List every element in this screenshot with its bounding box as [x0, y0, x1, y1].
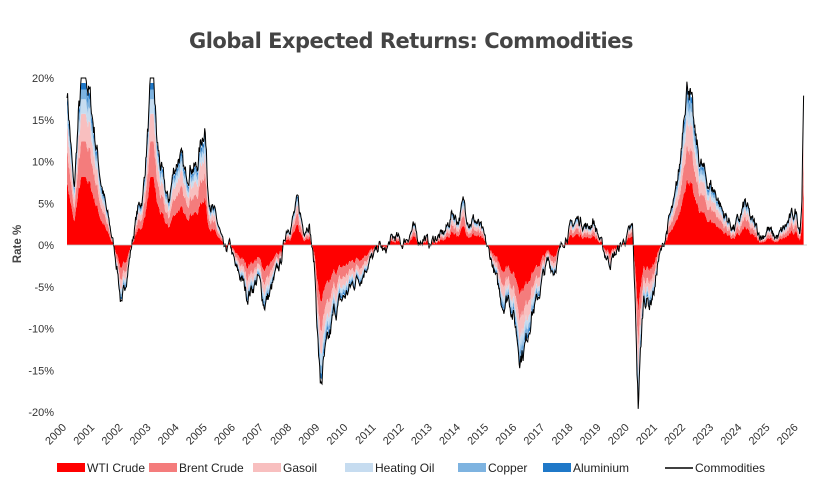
y-tick-label: -5% — [34, 282, 54, 294]
x-tick-label: 2006 — [212, 422, 238, 448]
legend-label-aluminium: Aluminium — [573, 461, 629, 475]
x-tick-label: 2010 — [325, 422, 351, 448]
x-tick-label: 2022 — [662, 422, 688, 448]
legend-swatch-brent-crude — [149, 463, 177, 472]
x-tick-label: 2018 — [550, 422, 576, 448]
legend-label-gasoil: Gasoil — [283, 461, 317, 475]
y-axis-title: Rate % — [12, 225, 24, 263]
x-tick-label: 2002 — [100, 422, 126, 448]
x-tick-label: 2001 — [71, 422, 97, 448]
x-tick-label: 2003 — [128, 422, 154, 448]
x-tick-label: 2008 — [268, 422, 294, 448]
x-tick-label: 2021 — [634, 422, 660, 448]
x-tick-label: 2011 — [353, 422, 378, 447]
y-axis: 20% 15% 10% 5% 0% -5% -10% -15% -20% — [28, 73, 54, 419]
x-tick-label: 2007 — [240, 422, 266, 448]
line-commodities — [66, 77, 805, 409]
y-tick-label: -20% — [28, 407, 54, 419]
legend-swatch-gasoil — [253, 463, 281, 472]
x-tick-label: 2020 — [606, 422, 632, 448]
x-tick-label: 2023 — [690, 422, 716, 448]
x-tick-label: 2024 — [719, 422, 745, 448]
legend-label-heating-oil: Heating Oil — [375, 461, 434, 475]
legend-label-copper: Copper — [488, 461, 527, 475]
y-tick-label: -10% — [28, 324, 54, 336]
x-tick-label: 2014 — [437, 422, 463, 448]
x-tick-label: 2005 — [184, 422, 210, 448]
legend-label-commodities: Commodities — [695, 461, 765, 475]
x-tick-label: 2026 — [775, 422, 801, 448]
area-wti-crude — [67, 177, 804, 312]
legend-swatch-wti-crude — [57, 463, 85, 472]
commodities-line-group — [66, 77, 805, 409]
legend-label-brent-crude: Brent Crude — [179, 461, 244, 475]
legend: WTI Crude Brent Crude Gasoil Heating Oil Cop… — [57, 461, 765, 475]
y-tick-label: 10% — [32, 157, 54, 169]
x-tick-label: 2004 — [156, 422, 182, 448]
legend-swatch-copper — [458, 463, 486, 472]
x-tick-label: 2013 — [409, 422, 435, 448]
legend-swatch-aluminium — [543, 463, 571, 472]
x-tick-label: 2019 — [578, 422, 604, 448]
x-tick-label: 2015 — [465, 422, 491, 448]
chart-title: Global Expected Returns: Commodities — [189, 29, 633, 53]
stacked-areas — [67, 83, 804, 404]
y-tick-label: 15% — [32, 115, 54, 127]
x-axis: 2000 2001 2002 2003 2004 2005 2006 2007 2008 2009… — [43, 422, 800, 448]
y-tick-label: 20% — [32, 73, 54, 85]
y-tick-label: 5% — [38, 198, 54, 210]
x-tick-label: 2025 — [747, 422, 773, 448]
legend-swatch-heating-oil — [345, 463, 373, 472]
x-tick-label: 2009 — [297, 422, 323, 448]
x-tick-label: 2017 — [522, 422, 548, 448]
y-tick-label: -15% — [28, 365, 54, 377]
legend-label-wti-crude: WTI Crude — [87, 461, 145, 475]
x-tick-label: 2000 — [43, 422, 69, 448]
y-tick-label: 0% — [38, 240, 54, 252]
x-tick-label: 2016 — [494, 422, 520, 448]
x-tick-label: 2012 — [381, 422, 407, 448]
